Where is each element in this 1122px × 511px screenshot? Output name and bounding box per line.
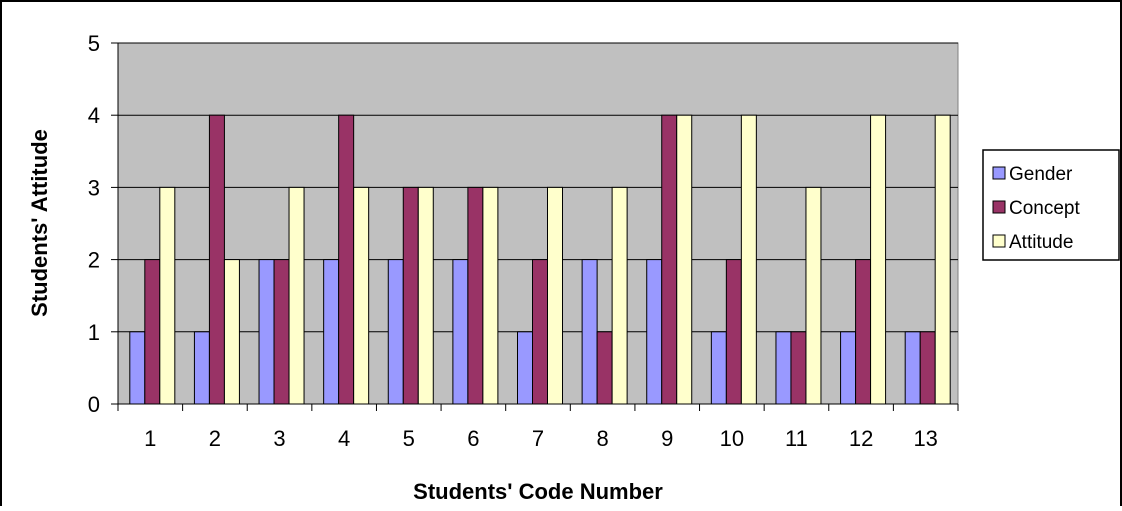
bar-attitude-8 <box>612 187 627 404</box>
legend-label-concept: Concept <box>1009 198 1080 219</box>
x-tick-label: 8 <box>596 426 608 451</box>
x-tick-label: 12 <box>849 426 873 451</box>
bar-gender-1 <box>130 332 145 404</box>
legend-swatch-concept <box>993 201 1005 213</box>
x-tick-label: 5 <box>403 426 415 451</box>
y-tick-label: 0 <box>88 392 100 417</box>
bar-concept-11 <box>791 332 806 404</box>
bar-attitude-5 <box>418 187 433 404</box>
bar-gender-13 <box>905 332 920 404</box>
bar-attitude-10 <box>741 115 756 404</box>
bar-attitude-13 <box>935 115 950 404</box>
legend-label-gender: Gender <box>1009 164 1073 185</box>
bar-attitude-7 <box>548 187 563 404</box>
bar-concept-13 <box>920 332 935 404</box>
y-axis-title: Students' Attitude <box>27 129 52 317</box>
y-tick-label: 3 <box>88 175 100 200</box>
bar-attitude-3 <box>289 187 304 404</box>
legend: Gender Concept Attitude <box>983 150 1119 260</box>
x-tick-label: 11 <box>785 426 808 451</box>
bar-concept-2 <box>209 115 224 404</box>
x-tick-label: 1 <box>144 426 156 451</box>
bar-concept-6 <box>468 187 483 404</box>
bar-gender-8 <box>582 260 597 404</box>
bar-gender-9 <box>647 260 662 404</box>
bar-concept-5 <box>403 187 418 404</box>
y-tick-label: 1 <box>88 320 100 345</box>
bar-gender-11 <box>776 332 791 404</box>
bar-gender-12 <box>841 332 856 404</box>
legend-swatch-attitude <box>993 235 1005 247</box>
bar-concept-10 <box>726 260 741 404</box>
x-tick-label: 13 <box>913 426 937 451</box>
x-tick-label: 9 <box>661 426 673 451</box>
x-tick-label: 2 <box>209 426 221 451</box>
bar-attitude-12 <box>871 115 886 404</box>
bar-gender-10 <box>711 332 726 404</box>
bar-attitude-1 <box>160 187 175 404</box>
y-tick-label: 2 <box>88 248 100 273</box>
y-tick-label: 4 <box>88 103 100 128</box>
bar-concept-9 <box>662 115 677 404</box>
bar-concept-7 <box>533 260 548 404</box>
bar-concept-8 <box>597 332 612 404</box>
legend-swatch-gender <box>993 167 1005 179</box>
bar-gender-2 <box>194 332 209 404</box>
x-tick-label: 7 <box>532 426 544 451</box>
x-axis-title: Students' Code Number <box>413 479 663 504</box>
bar-concept-12 <box>856 260 871 404</box>
x-tick-label: 4 <box>338 426 350 451</box>
x-tick-label: 6 <box>467 426 479 451</box>
bar-gender-3 <box>259 260 274 404</box>
y-tick-label: 5 <box>88 31 100 56</box>
bar-attitude-4 <box>354 187 369 404</box>
bar-gender-4 <box>324 260 339 404</box>
bar-concept-3 <box>274 260 289 404</box>
x-tick-label: 3 <box>273 426 285 451</box>
legend-label-attitude: Attitude <box>1009 232 1073 253</box>
x-tick-label: 10 <box>720 426 744 451</box>
bar-gender-7 <box>518 332 533 404</box>
bar-attitude-6 <box>483 187 498 404</box>
bar-gender-5 <box>388 260 403 404</box>
bar-concept-1 <box>145 260 160 404</box>
bar-concept-4 <box>339 115 354 404</box>
bar-attitude-9 <box>677 115 692 404</box>
bar-attitude-2 <box>224 260 239 404</box>
bar-gender-6 <box>453 260 468 404</box>
bar-attitude-11 <box>806 187 821 404</box>
